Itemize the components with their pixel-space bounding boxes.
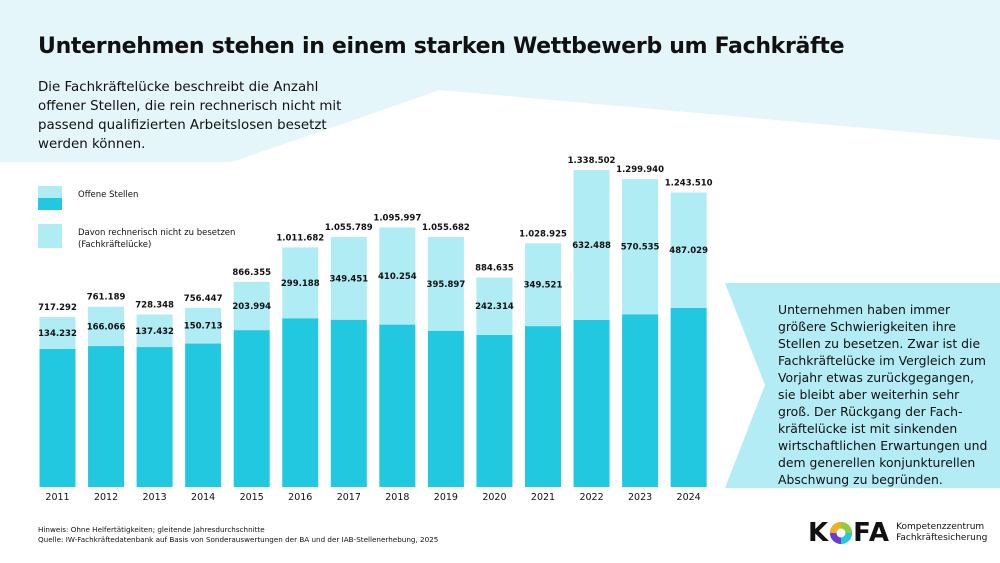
bar-gap xyxy=(39,317,76,349)
bar-gap xyxy=(233,281,270,331)
header-band xyxy=(0,0,1000,162)
x-tick-label: 2019 xyxy=(434,492,458,503)
bar-gap xyxy=(88,306,125,347)
gap-label: 349.521 xyxy=(524,281,563,291)
footnotes: Hinweis: Ohne Helfertätigkeiten; gleiten… xyxy=(38,525,438,545)
gap-label: 299.188 xyxy=(281,279,320,289)
bar-filled-positions xyxy=(185,343,222,487)
total-label: 1.028.925 xyxy=(519,229,567,239)
gap-label: 410.254 xyxy=(378,272,417,282)
x-tick-label: 2021 xyxy=(531,492,555,503)
total-label: 884.635 xyxy=(475,263,514,273)
total-label: 1.095.997 xyxy=(373,213,421,223)
bar-filled-positions xyxy=(233,330,270,487)
bar-gap xyxy=(136,314,173,348)
intro-text: Die Fachkräftelücke beschreibt die Anzah… xyxy=(38,80,342,152)
gap-label: 487.029 xyxy=(669,246,708,256)
bar-filled-positions xyxy=(330,319,367,487)
logo-aperture-icon xyxy=(830,522,853,544)
total-label: 1.243.510 xyxy=(665,178,713,188)
bar-filled-positions xyxy=(427,330,464,487)
gap-label: 570.535 xyxy=(621,243,660,253)
callout-box xyxy=(725,283,1000,488)
bar-gap xyxy=(476,277,513,335)
legend-item-gap: Davon rechnerisch nicht zu besetzen (Fac… xyxy=(38,224,258,251)
x-tick-label: 2011 xyxy=(45,492,69,503)
total-label: 761.189 xyxy=(87,293,126,303)
total-label: 866.355 xyxy=(232,268,271,278)
total-label: 717.292 xyxy=(38,303,77,313)
bar-filled-positions xyxy=(282,318,319,487)
total-label: 1.011.682 xyxy=(276,233,324,243)
gap-label: 395.897 xyxy=(427,280,466,290)
legend: Offene Stellen Davon rechnerisch nicht z… xyxy=(38,186,258,265)
gap-label: 166.066 xyxy=(87,322,126,332)
gap-label: 349.451 xyxy=(329,274,368,284)
x-tick-label: 2014 xyxy=(191,492,215,503)
gap-label: 632.488 xyxy=(572,241,611,251)
hint-note: Hinweis: Ohne Helfertätigkeiten; gleiten… xyxy=(38,525,265,534)
gap-label: 137.432 xyxy=(135,327,174,337)
gap-label: 134.232 xyxy=(38,329,77,339)
logo-word: K FA xyxy=(808,518,891,548)
kofa-logo: K FA Kompetenzzentrum Fachkräftesicherung xyxy=(808,518,988,548)
total-label: 1.299.940 xyxy=(616,165,664,175)
bar-gap xyxy=(525,243,561,327)
callout-text: Unternehmen haben immer größere Schwieri… xyxy=(778,302,988,487)
bar-filled-positions xyxy=(136,347,173,487)
bar-gap xyxy=(379,227,416,325)
legend-swatch xyxy=(38,224,62,248)
bar-gap xyxy=(282,247,319,319)
bar-filled-positions xyxy=(525,326,561,487)
bar-gap xyxy=(427,236,464,331)
bar-filled-positions xyxy=(622,314,659,487)
x-tick-label: 2012 xyxy=(94,492,118,503)
total-label: 1.055.682 xyxy=(422,223,470,233)
x-tick-label: 2018 xyxy=(385,492,409,503)
bar-gap xyxy=(185,307,222,344)
bar-filled-positions xyxy=(39,348,76,487)
x-tick-label: 2022 xyxy=(579,492,603,503)
total-label: 1.338.502 xyxy=(568,156,616,166)
x-tick-label: 2013 xyxy=(143,492,167,503)
bar-filled-positions xyxy=(476,334,513,487)
bar-filled-positions xyxy=(88,346,125,487)
gap-label: 242.314 xyxy=(475,302,514,312)
bar-filled-positions xyxy=(670,307,707,487)
bar-gap xyxy=(330,236,367,320)
legend-swatch xyxy=(38,186,62,210)
bar-gap xyxy=(670,192,707,308)
source-note: Quelle: IW-Fachkräftedatenbank auf Basis… xyxy=(38,535,439,544)
x-tick-label: 2024 xyxy=(677,492,701,503)
total-label: 728.348 xyxy=(135,301,174,311)
gap-label: 203.994 xyxy=(232,302,271,312)
total-label: 1.055.789 xyxy=(325,223,373,233)
legend-item-open-positions: Offene Stellen xyxy=(38,186,258,210)
bar-filled-positions xyxy=(379,324,416,487)
page-title: Unternehmen stehen in einem starken Wett… xyxy=(38,34,845,59)
x-tick-label: 2017 xyxy=(337,492,361,503)
bar-gap xyxy=(622,179,659,315)
x-tick-label: 2016 xyxy=(288,492,312,503)
total-label: 756.447 xyxy=(184,294,223,304)
x-tick-label: 2020 xyxy=(482,492,506,503)
x-tick-label: 2023 xyxy=(628,492,652,503)
bar-gap xyxy=(573,170,610,320)
gap-label: 150.713 xyxy=(184,322,223,332)
bar-filled-positions xyxy=(573,319,610,487)
x-tick-label: 2015 xyxy=(240,492,264,503)
bar-chart: 717.292 134.232 2011 761.189 166.066 2012 728.… xyxy=(38,156,713,503)
